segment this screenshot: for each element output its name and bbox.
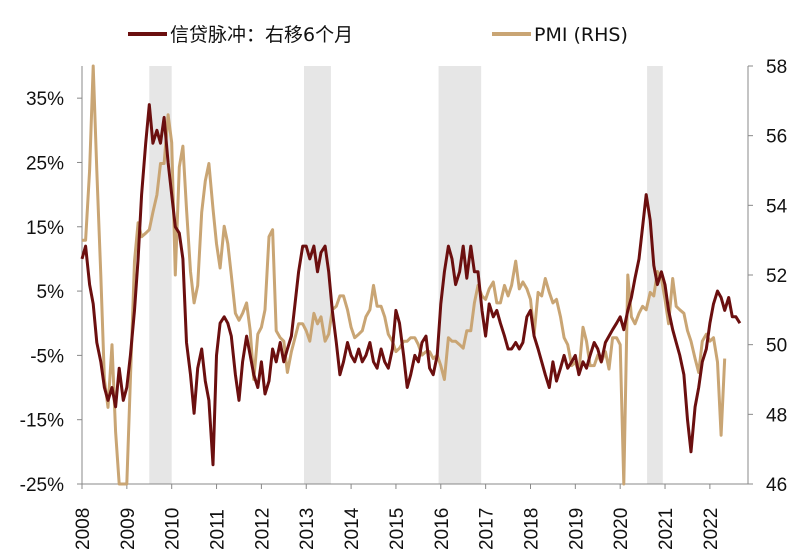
left-y-tick-label: 15% — [26, 218, 64, 239]
left-y-tick-label: 25% — [26, 153, 64, 174]
left-y-tick-labels: 35% 25% 15% 5% -5% -15% -25% — [20, 89, 82, 496]
legend-label-credit-impulse: 信贷脉冲：右移6个月 — [170, 24, 353, 46]
left-y-tick-label: 35% — [26, 89, 64, 110]
series-line-pmi — [82, 64, 727, 486]
legend-label-pmi: PMI (RHS) — [534, 24, 628, 46]
x-tick-label: 2017 — [477, 508, 498, 550]
series-line-credit-impulse — [80, 103, 742, 467]
x-tick-label: 2014 — [342, 507, 363, 550]
shaded-period-1 — [149, 66, 172, 484]
x-tick-label: 2009 — [118, 508, 139, 550]
left-y-tick-label: -25% — [20, 475, 64, 496]
x-tick-labels: 2008 2009 2010 2011 2012 2013 2014 2015 2016 2017… — [73, 484, 722, 550]
x-tick-label: 2020 — [611, 508, 632, 550]
x-tick-label: 2019 — [566, 508, 587, 550]
x-tick-label: 2015 — [387, 508, 408, 550]
right-y-tick-label: 58 — [766, 57, 787, 78]
x-tick-label: 2022 — [701, 508, 722, 550]
x-tick-label: 2013 — [297, 508, 318, 550]
x-tick-label: 2010 — [163, 508, 184, 550]
x-tick-label: 2011 — [208, 509, 229, 550]
x-tick-label: 2018 — [521, 508, 542, 550]
left-y-tick-label: -15% — [20, 411, 64, 432]
x-tick-label: 2008 — [73, 508, 94, 550]
x-tick-label: 2021 — [656, 508, 677, 550]
right-y-tick-label: 54 — [766, 196, 788, 217]
shaded-periods — [149, 66, 663, 484]
right-y-tick-label: 46 — [766, 475, 787, 496]
x-tick-label: 2012 — [252, 508, 273, 550]
shaded-period-2 — [304, 66, 331, 484]
left-y-tick-label: -5% — [30, 346, 64, 367]
right-y-tick-label: 52 — [766, 266, 787, 287]
legend: 信贷脉冲：右移6个月 PMI (RHS) — [128, 24, 628, 46]
series-lines — [80, 64, 742, 486]
right-y-tick-label: 48 — [766, 405, 787, 426]
right-y-tick-label: 50 — [766, 336, 787, 357]
left-y-tick-label: 5% — [37, 282, 65, 303]
right-y-tick-label: 56 — [766, 127, 787, 148]
x-tick-label: 2016 — [432, 508, 453, 550]
right-y-tick-labels: 58 56 54 52 50 48 46 — [748, 57, 788, 496]
